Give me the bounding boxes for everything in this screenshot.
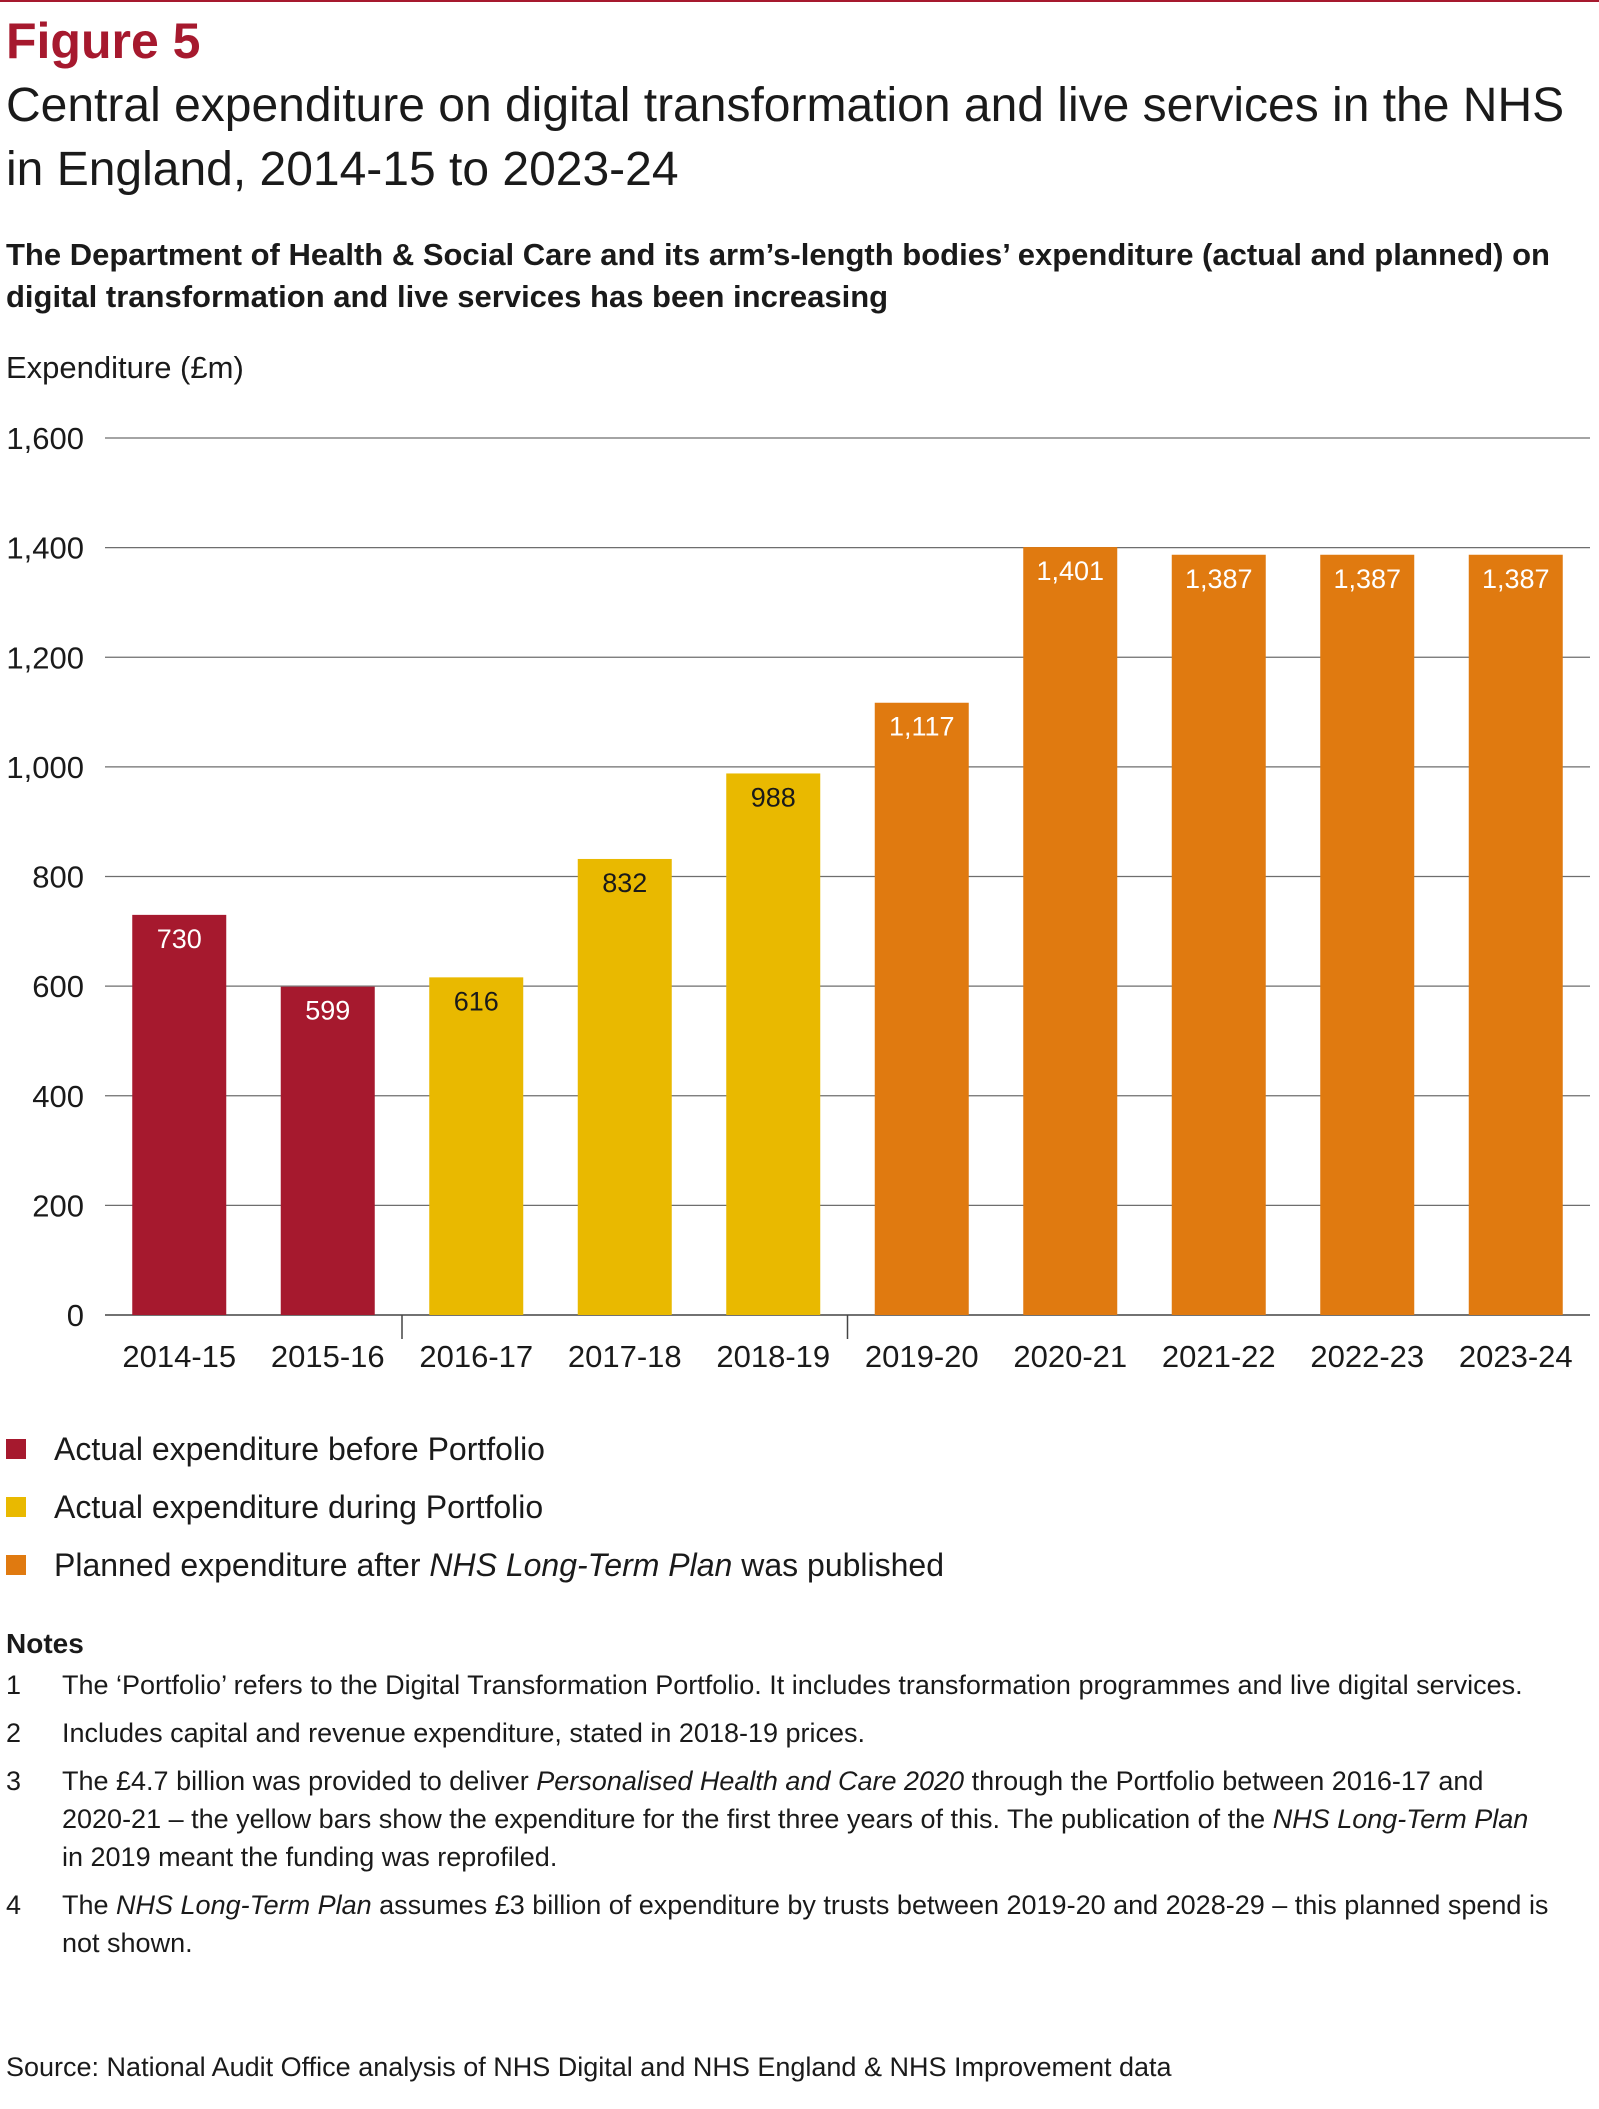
figure-subtitle: The Department of Health & Social Care a… [6, 237, 1550, 314]
note-number: 3 [6, 1766, 22, 1796]
legend: Actual expenditure before Portfolio Actu… [6, 1420, 944, 1594]
y-tick-label: 600 [32, 969, 84, 1004]
note-text: The NHS Long-Term Plan assumes £3 billio… [62, 1890, 1549, 1958]
y-axis-ticks: 0 200 400 600 800 1,000 1,200 1,400 1,600 [6, 421, 84, 1333]
bar-value-label: 832 [602, 868, 647, 898]
legend-label-during: Actual expenditure during Portfolio [54, 1488, 544, 1525]
y-tick-label: 800 [32, 860, 84, 895]
bar-value-label: 1,387 [1333, 564, 1401, 594]
x-tick-label: 2019-20 [865, 1339, 979, 1374]
bar-2018-19 [726, 773, 821, 1315]
bar-value-label: 988 [751, 782, 796, 812]
x-tick-label: 2020-21 [1013, 1339, 1127, 1374]
y-tick-label: 1,200 [6, 640, 84, 675]
bar-2023-24 [1468, 554, 1563, 1315]
bar-value-label: 599 [305, 996, 350, 1026]
x-tick-label: 2014-15 [122, 1339, 236, 1374]
bar-value-label: 1,387 [1185, 564, 1253, 594]
y-tick-label: 200 [32, 1188, 84, 1223]
x-tick-label: 2017-18 [568, 1339, 682, 1374]
legend-swatch-before [6, 1439, 26, 1459]
notes-title: Notes [6, 1628, 84, 1659]
bar-2022-23 [1320, 554, 1415, 1315]
note-3: 3 The £4.7 billion was provided to deliv… [6, 1762, 1566, 1876]
x-tick-label: 2023-24 [1459, 1339, 1573, 1374]
x-tick-label: 2018-19 [716, 1339, 830, 1374]
legend-item-during: Actual expenditure during Portfolio [6, 1478, 944, 1536]
y-tick-label: 1,000 [6, 750, 84, 785]
y-tick-label: 400 [32, 1079, 84, 1114]
x-tick-label: 2022-23 [1310, 1339, 1424, 1374]
bar-value-label: 1,387 [1482, 564, 1550, 594]
x-axis-ticks: 2014-15 2015-16 2016-17 2017-18 2018-19 2019-… [122, 1315, 1573, 1374]
x-tick-label: 2016-17 [419, 1339, 533, 1374]
bar-2020-21 [1023, 547, 1118, 1315]
legend-label-before: Actual expenditure before Portfolio [54, 1430, 545, 1467]
top-rule [0, 0, 1599, 2]
bar-2014-15 [132, 914, 227, 1315]
bar-value-label: 1,401 [1036, 556, 1104, 586]
bar-value-label: 616 [454, 986, 499, 1016]
y-tick-label: 0 [67, 1298, 84, 1333]
legend-swatch-during [6, 1497, 26, 1517]
note-number: 1 [6, 1670, 22, 1700]
bars: 730 599 616 832 988 1,117 1,401 1,387 1,387 1,387 [132, 547, 1563, 1315]
y-tick-label: 1,600 [6, 421, 84, 456]
bar-2017-18 [577, 858, 672, 1315]
bar-value-label: 1,117 [889, 712, 955, 742]
note-text: Includes capital and revenue expenditure… [62, 1718, 866, 1748]
figure-label: Figure 5 [6, 13, 201, 69]
notes: Notes 1 The ‘Portfolio’ refers to the Di… [6, 1628, 1566, 1972]
bar-2021-22 [1171, 554, 1266, 1315]
bar-value-label: 730 [157, 924, 202, 954]
note-text: The £4.7 billion was provided to deliver… [62, 1766, 1529, 1872]
legend-swatch-planned [6, 1555, 26, 1575]
y-tick-label: 1,400 [6, 531, 84, 566]
figure-title: Central expenditure on digital transform… [6, 79, 1565, 196]
legend-item-before: Actual expenditure before Portfolio [6, 1420, 944, 1478]
legend-item-planned: Planned expenditure after NHS Long-Term … [6, 1536, 944, 1594]
note-4: 4 The NHS Long-Term Plan assumes £3 bill… [6, 1886, 1566, 1962]
bar-2016-17 [429, 977, 524, 1315]
x-tick-label: 2021-22 [1162, 1339, 1276, 1374]
bar-2019-20 [874, 702, 969, 1315]
bar-2015-16 [280, 986, 375, 1315]
legend-label-planned: Planned expenditure after NHS Long-Term … [54, 1546, 945, 1583]
x-tick-label: 2015-16 [271, 1339, 385, 1374]
note-2: 2 Includes capital and revenue expenditu… [6, 1714, 1566, 1752]
y-axis-label: Expenditure (£m) [6, 350, 244, 385]
bar-chart: Expenditure (£m) 0 200 400 600 800 1,000 1,200… [6, 350, 1590, 1374]
note-number: 4 [6, 1890, 22, 1920]
note-text: The ‘Portfolio’ refers to the Digital Tr… [62, 1670, 1523, 1700]
note-1: 1 The ‘Portfolio’ refers to the Digital … [6, 1666, 1566, 1704]
note-number: 2 [6, 1718, 22, 1748]
source-note: Source: National Audit Office analysis o… [6, 2052, 1172, 2082]
